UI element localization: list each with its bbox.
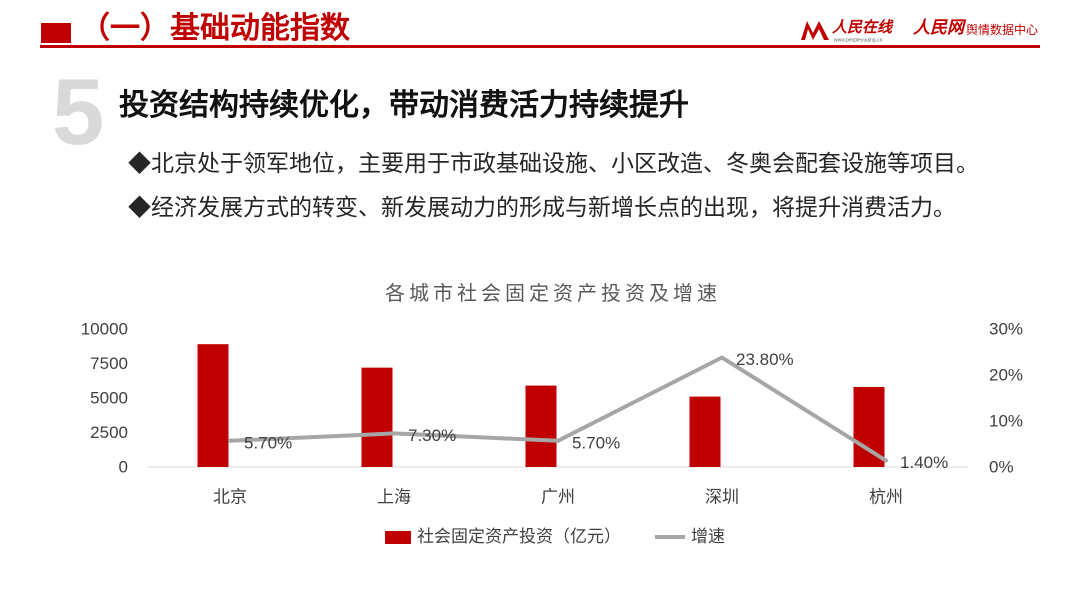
growth-rate-data-label: 5.70% (244, 433, 292, 452)
right-axis-tick-label: 30% (989, 320, 1023, 339)
people-net-logo-subtitle: 舆情数据中心 (966, 23, 1039, 37)
left-axis-tick-label: 2500 (90, 423, 128, 442)
growth-rate-point (228, 438, 232, 443)
people-online-logo-mark (801, 21, 829, 40)
section-title: （一）基础动能指数 (80, 12, 350, 45)
legend-line-swatch (655, 535, 685, 539)
legend-label-investment: 社会固定资产投资（亿元） (417, 527, 621, 546)
left-axis-tick-label: 5000 (90, 389, 128, 408)
category-label: 深圳 (705, 488, 739, 507)
growth-rate-data-label: 23.80% (736, 350, 794, 369)
slide-title: 投资结构持续优化，带动消费活力持续提升 (119, 89, 689, 122)
header-divider (40, 45, 1040, 48)
chart-title: 各城市社会固定资产投资及增速 (385, 283, 721, 305)
bullet-text: 北京处于领军地位，主要用于市政基础设施、小区改造、冬奥会配套设施等项目。 (151, 150, 979, 176)
bullet-diamond-icon: ◆ (128, 194, 151, 220)
bullet-item: ◆经济发展方式的转变、新发展动力的形成与新增长点的出现，将提升消费活力。 (128, 185, 956, 229)
category-label: 北京 (213, 488, 247, 507)
category-label: 杭州 (869, 488, 903, 507)
growth-rate-point (556, 438, 560, 443)
people-online-logo-text: 人民在线 (832, 18, 893, 36)
legend-bar-swatch (385, 531, 411, 544)
right-axis-tick-label: 10% (989, 412, 1023, 431)
growth-rate-line (229, 355, 888, 463)
growth-rate-data-label: 1.40% (900, 453, 948, 472)
section-marker (41, 23, 71, 43)
bullet-text: 经济发展方式的转变、新发展动力的形成与新增长点的出现，将提升消费活力。 (151, 194, 956, 220)
investment-bar (525, 385, 557, 467)
right-axis-tick-label: 0% (989, 458, 1014, 477)
combo-chart: 0 2500 5000 7500 10000 0% 10% 20% 30% 北京 上海 广州 深圳 杭州 5… (81, 320, 1023, 507)
category-label: 广州 (541, 488, 575, 507)
right-axis-tick-label: 20% (989, 366, 1023, 385)
investment-bar (689, 396, 721, 467)
left-axis-tick-label: 0 (119, 458, 128, 477)
people-online-logo-icon (800, 18, 830, 42)
slide-number: 5 (52, 59, 105, 164)
investment-bar (853, 386, 885, 467)
legend-label-growth: 增速 (691, 527, 725, 546)
growth-rate-point (884, 458, 888, 463)
growth-rate-point (392, 431, 396, 436)
people-online-logo-url: www.peopleyuqing.cn (834, 37, 883, 43)
category-label: 上海 (377, 488, 411, 507)
growth-rate-point (720, 355, 724, 360)
growth-rate-data-label: 5.70% (572, 433, 620, 452)
left-axis-tick-label: 7500 (90, 354, 128, 373)
growth-rate-data-label: 7.30% (408, 426, 456, 445)
investment-bar (197, 344, 229, 467)
investment-bar (361, 367, 393, 467)
bullet-item: ◆北京处于领军地位，主要用于市政基础设施、小区改造、冬奥会配套设施等项目。 (128, 141, 979, 185)
left-axis-tick-label: 10000 (81, 320, 128, 339)
bullet-diamond-icon: ◆ (128, 150, 151, 176)
people-net-logo-text: 人民网 (913, 18, 964, 38)
